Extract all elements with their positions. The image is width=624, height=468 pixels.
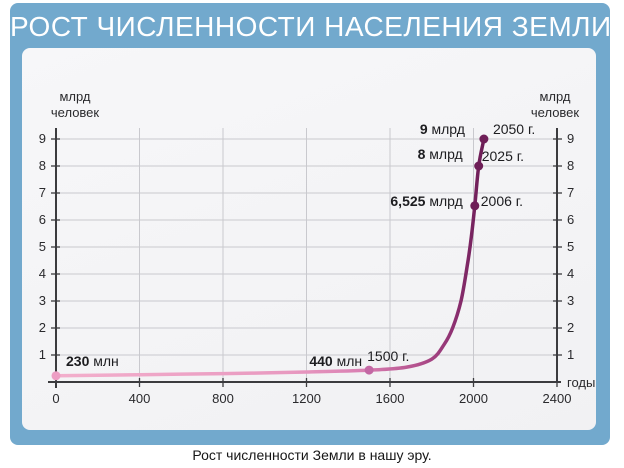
x-tick-label: 400 xyxy=(129,391,151,406)
data-point-dot xyxy=(474,161,484,171)
data-point-dot xyxy=(470,201,480,211)
y-tick-label-right: 3 xyxy=(567,293,574,308)
y-tick-label-left: 3 xyxy=(39,293,46,308)
y-tick-label-left: 8 xyxy=(39,158,46,173)
x-tick-label: 1600 xyxy=(376,391,405,406)
y-tick-label-left: 9 xyxy=(39,131,46,146)
y-axis-unit-right: человек xyxy=(531,105,580,120)
data-point-dot xyxy=(364,365,374,375)
y-tick-label-left: 1 xyxy=(39,347,46,362)
x-tick-label: 800 xyxy=(212,391,234,406)
chart-caption: Рост численности Земли в нашу эру. xyxy=(192,447,432,463)
y-axis-unit-left: человек xyxy=(51,105,100,120)
y-tick-label-right: 4 xyxy=(567,266,574,281)
data-point-dot xyxy=(51,371,61,381)
population-growth-chart: 1 1 2 2 3 3 4 4 5 5 6 6 7 7 8 8 9 9 0 400 800 1200 1600 2000 240… xyxy=(39,89,596,406)
y-tick-label-left: 6 xyxy=(39,212,46,227)
data-point-dot xyxy=(479,134,489,144)
x-tick-label: 1200 xyxy=(292,391,321,406)
y-tick-label-right: 8 xyxy=(567,158,574,173)
x-tick-label: 2000 xyxy=(459,391,488,406)
y-tick-label-right: 7 xyxy=(567,185,574,200)
y-tick-label-right: 5 xyxy=(567,239,574,254)
x-tick-label: 0 xyxy=(52,391,59,406)
population-curve xyxy=(54,137,486,378)
chart-title: РОСТ ЧИСЛЕННОСТИ НАСЕЛЕНИЯ ЗЕМЛИ xyxy=(10,11,612,42)
x-axis-unit: годы xyxy=(567,375,595,390)
y-axis-unit-right: млрд xyxy=(539,89,570,104)
y-tick-label-left: 5 xyxy=(39,239,46,254)
chart-panel: 1 1 2 2 3 3 4 4 5 5 6 6 7 7 8 8 9 9 0 400 800 1200 1600 2000 240… xyxy=(22,48,596,430)
y-axis-unit-left: млрд xyxy=(59,89,90,104)
y-tick-label-left: 7 xyxy=(39,185,46,200)
y-tick-label-right: 9 xyxy=(567,131,574,146)
y-tick-label-right: 6 xyxy=(567,212,574,227)
y-tick-label-right: 2 xyxy=(567,320,574,335)
chart-frame: РОСТ ЧИСЛЕННОСТИ НАСЕЛЕНИЯ ЗЕМЛИ 1 1 2 2 3 3 4… xyxy=(10,3,612,445)
y-tick-label-left: 4 xyxy=(39,266,46,281)
y-tick-label-left: 2 xyxy=(39,320,46,335)
y-tick-label-right: 1 xyxy=(567,347,574,362)
x-tick-label: 2400 xyxy=(543,391,572,406)
